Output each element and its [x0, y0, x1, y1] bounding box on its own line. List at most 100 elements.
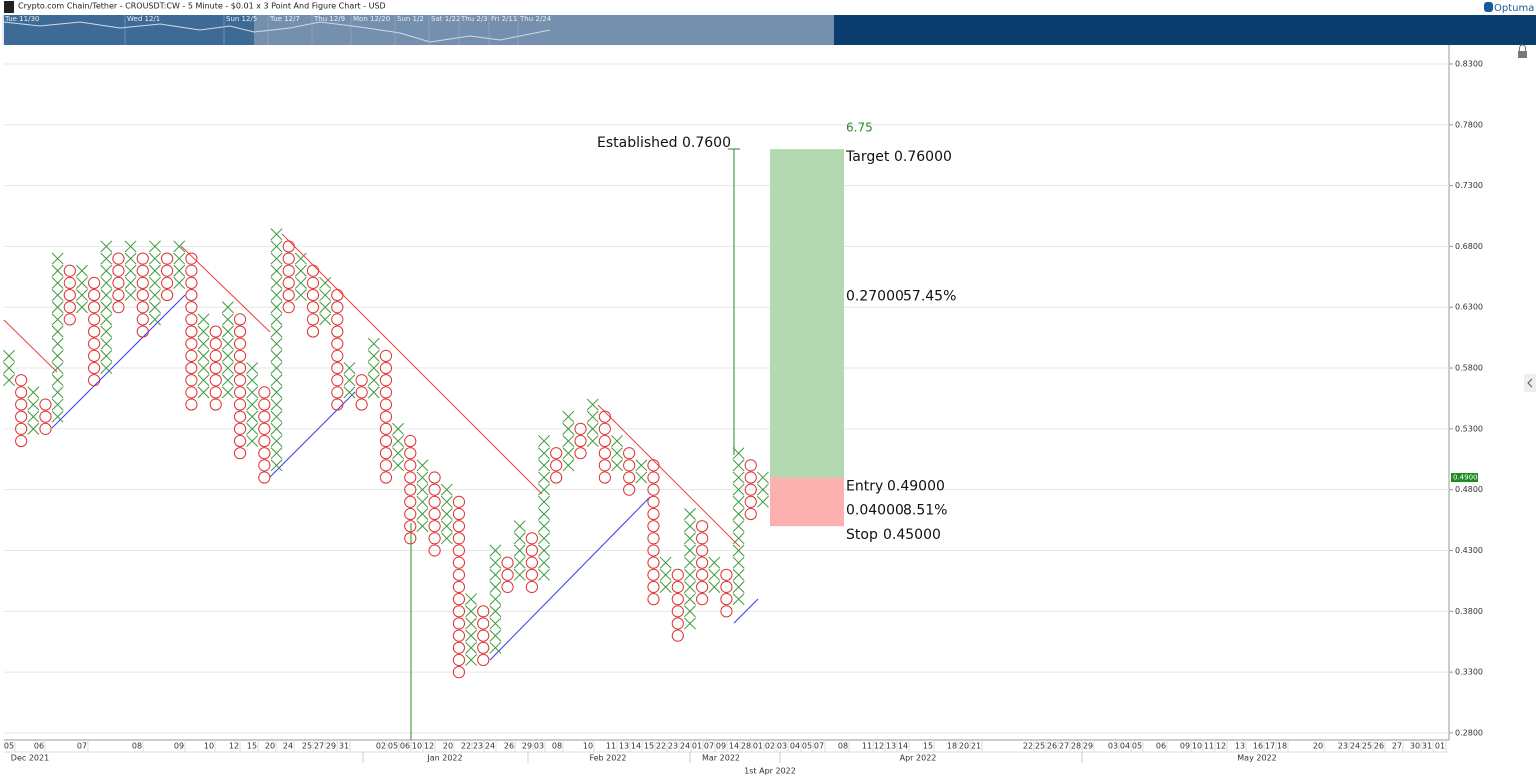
o-box	[233, 386, 247, 399]
chart-title: Crypto.com Chain/Tether - CROUSDT:CW - 5…	[18, 2, 386, 11]
x-box	[635, 471, 648, 484]
x-tick-label: 06	[1156, 742, 1166, 751]
x-box	[246, 410, 259, 423]
x-tick-label: 07	[704, 742, 714, 751]
o-box	[404, 471, 417, 484]
x-tick-label: 20	[1313, 742, 1323, 751]
o-box	[88, 337, 101, 350]
x-column	[367, 337, 380, 399]
o-box	[258, 459, 271, 472]
x-box	[270, 349, 283, 362]
navigator-label: Mon 12/20	[353, 15, 390, 23]
x-box	[635, 459, 648, 472]
o-box	[185, 361, 198, 375]
x-tick-label: 13	[619, 742, 629, 751]
o-box	[233, 361, 247, 375]
x-tick-label: 14	[898, 742, 908, 751]
x-box	[173, 240, 186, 253]
y-tick-label: 0.2800	[1455, 728, 1483, 737]
x-box	[562, 447, 575, 460]
o-box	[331, 374, 344, 387]
o-box	[744, 495, 757, 508]
navigator-label: Tue 11/30	[4, 15, 39, 23]
o-box	[209, 325, 222, 338]
o-box	[136, 325, 149, 338]
x-box	[197, 349, 210, 362]
o-box	[452, 556, 466, 569]
o-column	[671, 568, 684, 642]
o-box	[258, 410, 271, 423]
x-box	[756, 495, 769, 508]
x-box	[562, 422, 575, 435]
x-tick-label: 20	[443, 742, 453, 751]
side-panel-toggle[interactable]	[1524, 374, 1536, 392]
x-tick-label: 06	[34, 742, 44, 751]
x-tick-label: 10	[412, 742, 422, 751]
x-box	[684, 508, 696, 520]
o-box	[63, 301, 76, 314]
o-box	[647, 580, 660, 594]
x-tick-label: 23	[1338, 742, 1348, 751]
o-box	[404, 532, 417, 545]
x-column	[440, 483, 453, 545]
x-box	[197, 374, 210, 387]
o-box	[574, 447, 587, 460]
o-box	[306, 301, 320, 314]
x-box	[76, 289, 88, 302]
x-box	[538, 556, 550, 569]
o-box	[598, 410, 611, 423]
o-box	[282, 264, 295, 277]
x-tick-label: 02	[765, 742, 775, 751]
x-tick-label: 31	[1422, 742, 1432, 751]
target-value: 0.76000	[894, 149, 952, 165]
o-box	[598, 422, 611, 435]
o-box	[550, 447, 563, 460]
o-box	[720, 605, 733, 618]
o-box	[379, 349, 393, 362]
x-tick-label: 16	[1253, 742, 1263, 751]
o-box	[136, 252, 149, 265]
o-column	[452, 495, 466, 679]
x-box	[270, 362, 283, 375]
o-box	[88, 361, 101, 375]
x-box	[538, 483, 550, 496]
o-box	[428, 495, 441, 508]
x-box	[319, 276, 332, 289]
x-box	[538, 459, 550, 472]
x-box	[294, 276, 307, 289]
x-box	[270, 228, 283, 241]
x-box	[100, 264, 113, 277]
o-box	[477, 617, 490, 630]
x-tick-label: 20	[265, 742, 275, 751]
o-box	[428, 471, 441, 484]
x-box	[51, 276, 64, 289]
x-box	[100, 240, 113, 253]
resistance-line	[281, 233, 543, 495]
x-box	[246, 398, 259, 411]
x-box	[270, 422, 283, 435]
x-tick-label: 30	[1410, 742, 1420, 751]
x-box	[684, 532, 696, 545]
x-box	[684, 520, 696, 533]
y-tick-label: 0.4800	[1455, 485, 1483, 494]
navigator-window[interactable]	[254, 15, 834, 45]
navigator-label: Sat 1/22	[431, 15, 460, 23]
o-box	[331, 313, 344, 326]
x-box	[659, 581, 672, 593]
o-box	[647, 459, 660, 472]
y-tick-label: 0.7800	[1455, 120, 1483, 129]
lock-icon[interactable]	[1518, 51, 1527, 58]
o-box	[477, 605, 490, 618]
x-tick-label: 26	[504, 742, 514, 751]
x-box	[440, 508, 453, 520]
o-box	[574, 434, 587, 448]
x-box	[246, 362, 259, 375]
o-box	[379, 386, 393, 399]
o-box	[744, 459, 757, 472]
x-box	[367, 337, 380, 350]
x-tick-label: 06	[400, 742, 410, 751]
menu-icon[interactable]	[4, 1, 14, 13]
month-label: Feb 2022	[589, 754, 626, 763]
o-box	[331, 398, 344, 411]
x-box	[51, 337, 64, 350]
